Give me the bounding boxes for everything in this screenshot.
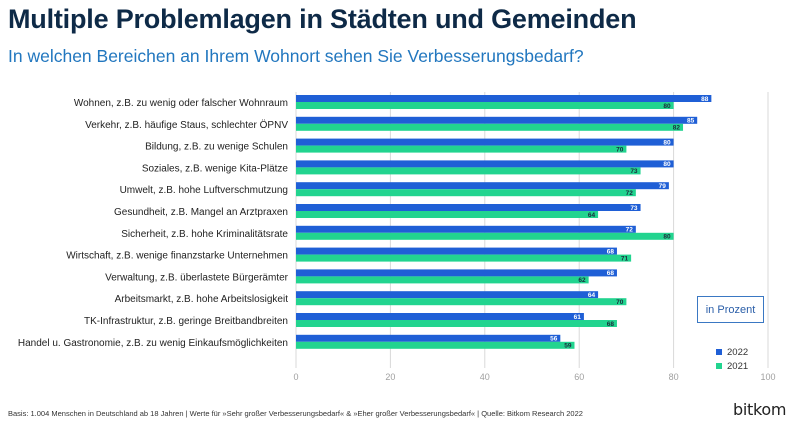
category-label: Umwelt, z.B. hohe Luftverschmutzung [120,185,288,196]
bar-2021 [296,341,575,349]
category-label: Bildung, z.B. zu wenige Schulen [145,142,288,153]
legend-swatch-2021 [716,363,722,369]
x-tick-label-100: 100 [760,372,775,382]
bar-2021 [296,254,632,262]
bar-2022 [296,269,617,277]
legend-item-2022: 2022 [716,345,748,359]
data-label-2021: 59 [564,343,572,350]
category-label: Soziales, z.B. wenige Kita-Plätze [142,163,289,174]
bar-2022 [296,313,584,320]
data-label-2021: 82 [673,125,681,132]
data-label-2022: 79 [659,183,667,190]
legend: 2022 2021 [716,345,748,373]
bar-2021 [296,276,589,284]
data-label-2021: 62 [578,277,586,284]
bar-2021 [296,232,674,240]
bar-2022 [296,182,669,190]
data-label-2021: 80 [663,103,671,110]
data-label-2021: 68 [607,321,615,328]
bar-2021 [296,320,617,327]
bar-2021 [296,298,627,306]
legend-swatch-2022 [716,349,722,355]
category-label: Verkehr, z.B. häufige Staus, schlechter … [85,119,288,131]
data-label-2021: 70 [616,299,624,306]
category-label: Verwaltung, z.B. überlastete Bürgerämter [105,272,289,283]
category-label: Wohnen, z.B. zu wenig oder falscher Wohn… [74,98,288,109]
data-label-2022: 61 [574,314,582,321]
bar-2021 [296,123,684,131]
bitkom-logo: bitkom [733,400,787,419]
x-tick-label-20: 20 [385,372,395,382]
bar-2022 [296,247,617,255]
bar-2021 [296,102,674,109]
category-label: Handel u. Gastronomie, z.B. zu wenig Ein… [18,338,288,349]
x-tick-label-80: 80 [669,372,679,382]
legend-label-2022: 2022 [727,346,749,358]
chart-subtitle: In welchen Bereichen an Ihrem Wohnort se… [8,46,584,66]
data-label-2022: 85 [687,118,695,125]
category-label: Arbeitsmarkt, z.B. hohe Arbeitslosigkeit [115,294,289,305]
data-label-2021: 71 [621,255,629,262]
legend-item-2021: 2021 [716,359,748,373]
chart-title: Multiple Problemlagen in Städten und Gem… [8,4,637,34]
data-label-2021: 64 [588,212,596,219]
bar-2022 [296,116,698,124]
data-label-2022: 72 [626,227,634,234]
bar-2022 [296,225,636,233]
data-label-2022: 64 [588,292,596,299]
bar-2022 [296,160,674,168]
x-tick-label-40: 40 [480,372,490,382]
category-label: TK-Infrastruktur, z.B. geringe Breitband… [84,316,288,327]
data-label-2022: 68 [607,248,615,255]
category-label: Wirtschaft, z.B. wenige finanzstarke Unt… [66,251,288,262]
data-label-2021: 72 [626,190,634,197]
bar-2021 [296,189,636,197]
x-tick-label-0: 0 [293,372,298,382]
bar-2021 [296,167,641,175]
bar-2022 [296,95,712,102]
data-label-2021: 73 [630,168,638,175]
data-label-2022: 56 [550,336,558,343]
data-label-2022: 80 [663,139,671,146]
unit-label: in Prozent [705,303,756,316]
footnote: Basis: 1.004 Menschen in Deutschland ab … [8,409,583,418]
bar-2022 [296,334,561,342]
data-label-2022: 80 [663,161,671,168]
x-tick-label-60: 60 [574,372,584,382]
data-label-2021: 70 [616,146,624,153]
data-label-2021: 80 [663,234,671,241]
bar-2022 [296,204,641,211]
legend-label-2021: 2021 [727,360,749,372]
bar-2021 [296,145,627,153]
bar-2021 [296,211,599,218]
category-label: Gesundheit, z.B. Mangel an Arztpraxen [114,207,288,218]
bar-2022 [296,138,674,146]
bar-2022 [296,291,599,299]
data-label-2022: 73 [630,205,638,212]
data-label-2022: 68 [607,270,615,277]
data-label-2022: 88 [701,96,709,103]
category-label: Sicherheit, z.B. hohe Kriminalitätsrate [121,229,288,240]
unit-box: in Prozent [697,296,764,323]
